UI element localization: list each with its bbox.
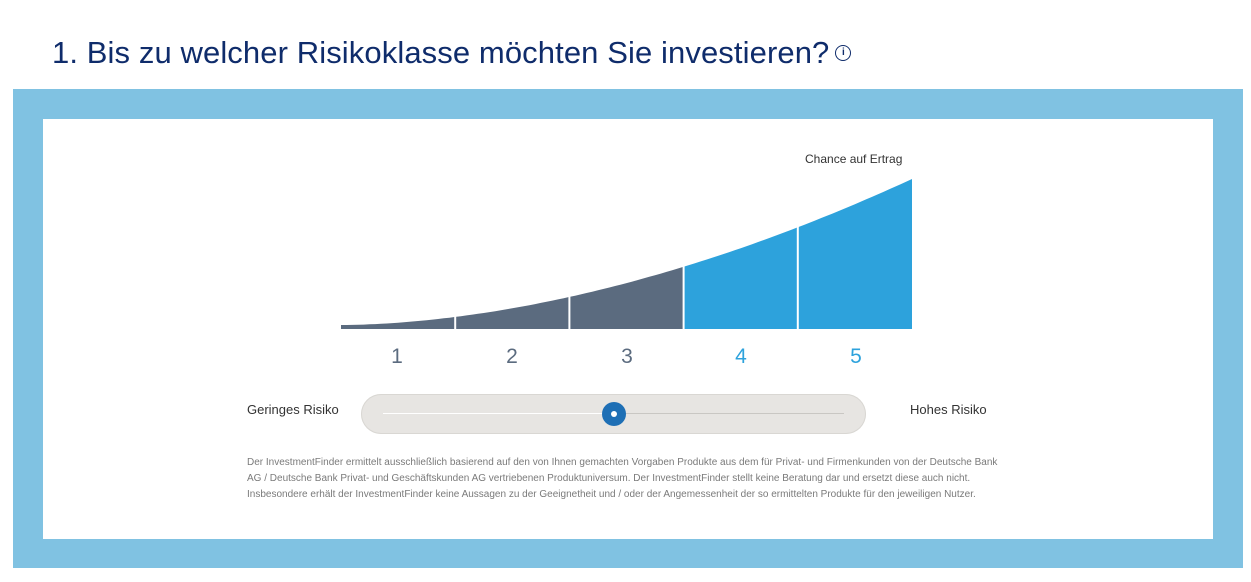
- question-title: 1. Bis zu welcher Risikoklasse möchten S…: [52, 34, 852, 71]
- risk-class-3[interactable]: 3: [621, 345, 633, 368]
- risk-segment-1[interactable]: [341, 316, 456, 329]
- disclaimer-text: Der InvestmentFinder ermittelt ausschlie…: [247, 457, 998, 500]
- risk-class-1[interactable]: 1: [391, 345, 403, 368]
- chance-label: Chance auf Ertrag: [805, 152, 903, 166]
- high-risk-label: Hohes Risiko: [910, 402, 987, 417]
- question-title-text: 1. Bis zu welcher Risikoklasse möchten S…: [52, 34, 830, 70]
- risk-segment-2[interactable]: [455, 296, 570, 329]
- risk-class-2[interactable]: 2: [506, 345, 518, 368]
- risk-segment-4[interactable]: [683, 227, 798, 329]
- slider-fill: [383, 413, 614, 414]
- risk-class-5[interactable]: 5: [850, 345, 862, 368]
- low-risk-label: Geringes Risiko: [247, 402, 339, 417]
- risk-class-4[interactable]: 4: [735, 345, 747, 368]
- info-icon[interactable]: i: [835, 44, 852, 61]
- slider-thumb[interactable]: [601, 402, 626, 426]
- risk-curve-chart: [341, 179, 912, 329]
- risk-segment-5[interactable]: [797, 179, 912, 329]
- risk-class-card: Chance auf Ertrag 1 2 3 4 5 Geringes Ris…: [43, 119, 1213, 539]
- risk-segment-3[interactable]: [569, 266, 684, 329]
- risk-slider[interactable]: [361, 394, 866, 434]
